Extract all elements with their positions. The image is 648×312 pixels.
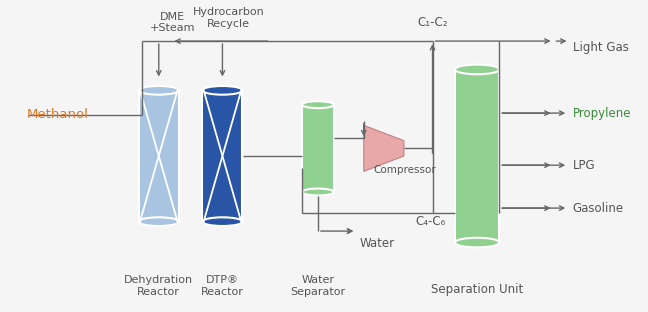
Ellipse shape bbox=[202, 86, 242, 95]
Bar bbox=[455, 70, 500, 242]
Bar bbox=[302, 105, 334, 192]
Text: C₁-C₂: C₁-C₂ bbox=[417, 16, 448, 29]
Text: DTP®
Reactor: DTP® Reactor bbox=[201, 275, 244, 297]
Text: Methanol: Methanol bbox=[27, 108, 89, 121]
Ellipse shape bbox=[139, 86, 179, 95]
Text: Hydrocarbon
Recycle: Hydrocarbon Recycle bbox=[193, 7, 264, 29]
Text: Water: Water bbox=[360, 237, 395, 250]
Text: Water
Separator: Water Separator bbox=[290, 275, 345, 297]
Ellipse shape bbox=[455, 65, 500, 74]
Text: Compressor: Compressor bbox=[373, 165, 436, 175]
Text: Propylene: Propylene bbox=[573, 107, 631, 119]
Ellipse shape bbox=[302, 188, 334, 195]
Ellipse shape bbox=[139, 217, 179, 226]
Polygon shape bbox=[364, 125, 404, 171]
Ellipse shape bbox=[202, 217, 242, 226]
Ellipse shape bbox=[455, 238, 500, 247]
Text: Light Gas: Light Gas bbox=[573, 41, 629, 54]
Text: LPG: LPG bbox=[573, 159, 596, 172]
Ellipse shape bbox=[302, 101, 334, 108]
Text: Dehydration
Reactor: Dehydration Reactor bbox=[124, 275, 193, 297]
Bar bbox=[139, 90, 179, 222]
Text: Separation Unit: Separation Unit bbox=[431, 283, 523, 296]
Bar bbox=[202, 90, 242, 222]
Text: DME
+Steam: DME +Steam bbox=[150, 12, 196, 33]
Text: Gasoline: Gasoline bbox=[573, 202, 624, 215]
Text: C₄-C₆: C₄-C₆ bbox=[415, 215, 446, 228]
